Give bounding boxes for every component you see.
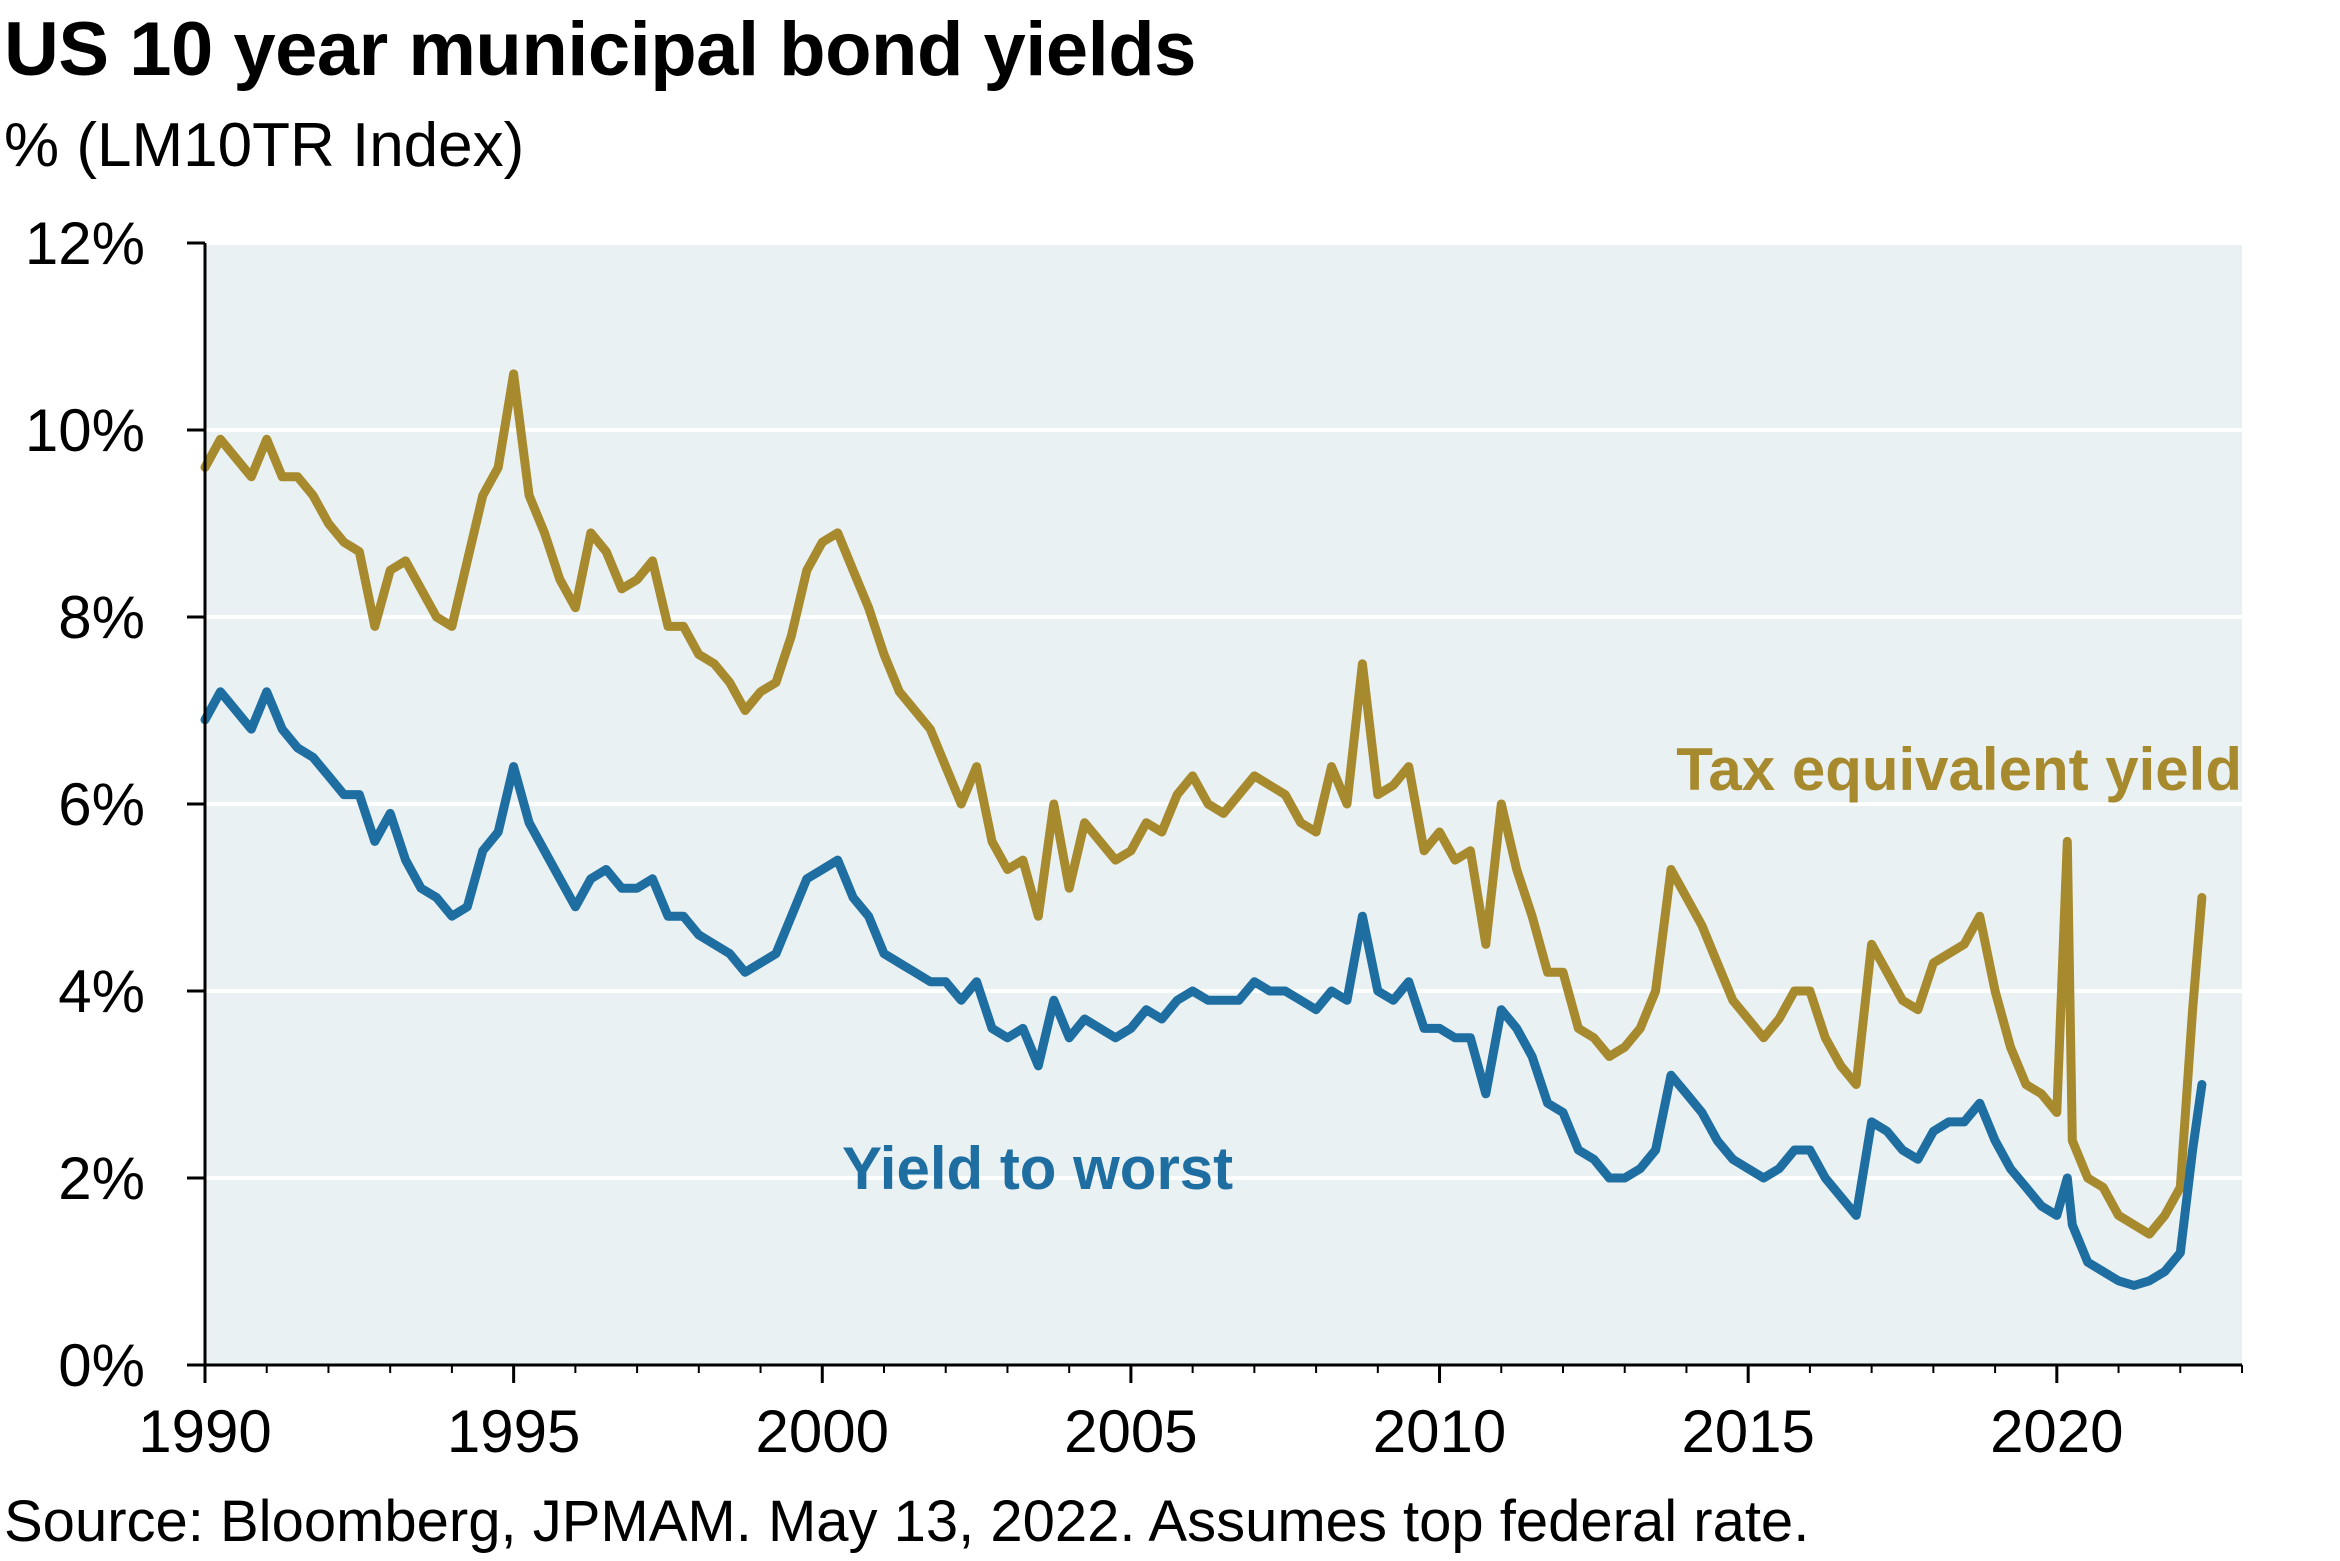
- y-tick-label: 2%: [58, 1145, 145, 1212]
- x-tick-label: 2020: [1990, 1398, 2123, 1465]
- x-tick-label: 2005: [1064, 1398, 1197, 1465]
- x-tick-label: 2010: [1373, 1398, 1506, 1465]
- tick-labels: 0% 2% 4% 6% 8% 10% 12% 1990 1995 2000 2005 2010 2015…: [25, 210, 2124, 1465]
- axes: [187, 241, 2243, 1383]
- y-tick-label: 12%: [25, 210, 145, 277]
- series-label-yield-to-worst: Yield to worst: [842, 1135, 1233, 1202]
- chart-subtitle: % (LM10TR Index): [4, 111, 525, 180]
- x-tick-label: 1990: [138, 1398, 271, 1465]
- source-note: Source: Bloomberg, JPMAM. May 13, 2022. …: [4, 1489, 1810, 1554]
- series-layer: [200, 369, 2207, 1290]
- gridlines: [205, 241, 2242, 1180]
- y-tick-label: 8%: [58, 584, 145, 651]
- y-tick-label: 10%: [25, 397, 145, 464]
- series-line-tax-equivalent-yield: [200, 369, 2207, 1239]
- chart-title: US 10 year municipal bond yields: [4, 7, 1196, 92]
- x-tick-label: 2015: [1681, 1398, 1814, 1465]
- y-tick-label: 6%: [58, 771, 145, 838]
- x-tick-label: 2000: [756, 1398, 889, 1465]
- series-label-tax-equivalent-yield: Tax equivalent yield: [1676, 736, 2242, 803]
- y-tick-label: 0%: [58, 1332, 145, 1399]
- y-tick-label: 4%: [58, 958, 145, 1025]
- series-line-yield-to-worst: [200, 687, 2207, 1290]
- x-tick-label: 1995: [447, 1398, 580, 1465]
